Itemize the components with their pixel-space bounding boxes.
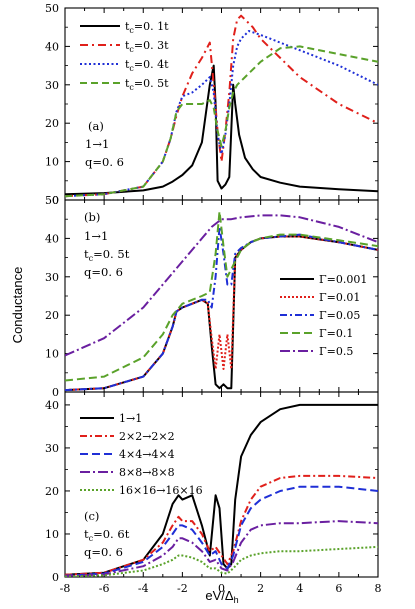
panel-label: (b) xyxy=(84,210,100,224)
y-tick-label: 40 xyxy=(45,40,59,53)
y-tick-label: 50 xyxy=(45,194,59,207)
series-line-1 xyxy=(65,403,378,576)
label-part: t xyxy=(125,20,130,33)
x-tick-label: 0 xyxy=(218,582,225,595)
x-tick-label: 8 xyxy=(375,582,382,595)
label-subscript: c xyxy=(129,45,134,54)
label-part: =0. 5t xyxy=(134,77,169,90)
y-tick-label: 20 xyxy=(45,309,59,322)
legend-label: Γ=0.5 xyxy=(319,345,353,358)
x-tick-label: 2 xyxy=(257,582,264,595)
series-line-1 xyxy=(65,64,378,196)
legend-label: 16×16→16×16 xyxy=(119,484,203,497)
x-tick-label: 6 xyxy=(335,582,342,595)
panel-frame xyxy=(64,7,379,201)
y-tick-label: 10 xyxy=(45,528,59,541)
label-subscript: c xyxy=(129,64,134,73)
series-line-4 xyxy=(65,45,378,198)
x-tick-label: -8 xyxy=(60,582,71,595)
legend-label: tc=0. 5t xyxy=(125,77,169,92)
x-tick-label: -6 xyxy=(99,582,110,595)
panel-annotation: q=0. 6 xyxy=(84,545,123,559)
legend-label: 1→1 xyxy=(119,412,142,425)
y-tick-label: 40 xyxy=(45,399,59,412)
label-part: t xyxy=(125,77,130,90)
panel-annotation: tc=0. 5t xyxy=(84,247,130,263)
y-tick-label: 0 xyxy=(52,386,59,399)
label-part: t xyxy=(125,58,130,71)
panel-annotation: q=0. 6 xyxy=(84,265,123,279)
label-part: =0. 6t xyxy=(93,527,130,541)
x-axis-title: eV/Δh xyxy=(205,588,238,605)
y-tick-label: 50 xyxy=(45,2,59,15)
legend-label: 4×4→4×4 xyxy=(119,448,175,461)
label-subscript: c xyxy=(129,26,134,35)
panel-annotation: q=0. 6 xyxy=(85,155,124,169)
label-subscript: c xyxy=(129,83,134,92)
legend-label: Γ=0.01 xyxy=(319,291,360,304)
y-tick-label: 10 xyxy=(45,156,59,169)
series-line-5 xyxy=(65,545,378,577)
legend-label: tc=0. 4t xyxy=(125,58,169,73)
panel-label: (c) xyxy=(84,509,99,523)
legend-label: tc=0. 1t xyxy=(125,20,169,35)
series-line-2 xyxy=(65,235,378,392)
y-tick-label: 0 xyxy=(52,571,59,584)
series-line-4 xyxy=(65,520,378,577)
label-part: t xyxy=(125,39,130,52)
y-tick-label: 0 xyxy=(52,194,59,207)
panel-annotation: 1→1 xyxy=(85,137,109,151)
legend-label: Γ=0.1 xyxy=(319,327,353,340)
y-tick-label: 30 xyxy=(45,442,59,455)
legend-label: 2×2→2×2 xyxy=(119,430,175,443)
series-line-1 xyxy=(65,235,378,392)
y-tick-label: 20 xyxy=(45,117,59,130)
y-axis-title: Conductance xyxy=(10,267,25,344)
legend-label: 8×8→8×8 xyxy=(119,466,175,479)
x-tick-label: -4 xyxy=(138,582,149,595)
label-part: t xyxy=(84,527,89,541)
legend-label: Γ=0.05 xyxy=(319,309,360,322)
label-subscript: c xyxy=(89,254,94,263)
panel-annotation: 1→1 xyxy=(84,229,108,243)
x-axis-title-sub: h xyxy=(234,595,239,605)
y-tick-label: 30 xyxy=(45,271,59,284)
series-line-2 xyxy=(65,14,378,198)
panel-annotation: tc=0. 6t xyxy=(84,527,130,543)
label-part: =0. 5t xyxy=(93,247,130,261)
y-tick-label: 10 xyxy=(45,348,59,361)
x-tick-label: -2 xyxy=(177,582,188,595)
label-subscript: c xyxy=(89,534,94,543)
label-part: t xyxy=(84,247,89,261)
y-tick-label: 30 xyxy=(45,79,59,92)
panel-label: (a) xyxy=(88,119,104,133)
x-tick-label: 4 xyxy=(296,582,303,595)
label-part: =0. 1t xyxy=(134,20,169,33)
label-part: =0. 4t xyxy=(134,58,169,71)
series-line-4 xyxy=(65,210,378,382)
legend-label: Γ=0.001 xyxy=(319,273,367,286)
series-line-3 xyxy=(65,485,378,577)
series-line-3 xyxy=(65,30,378,198)
label-part: =0. 3t xyxy=(134,39,169,52)
y-tick-label: 40 xyxy=(45,232,59,245)
y-tick-label: 20 xyxy=(45,485,59,498)
legend-label: tc=0. 3t xyxy=(125,39,169,54)
